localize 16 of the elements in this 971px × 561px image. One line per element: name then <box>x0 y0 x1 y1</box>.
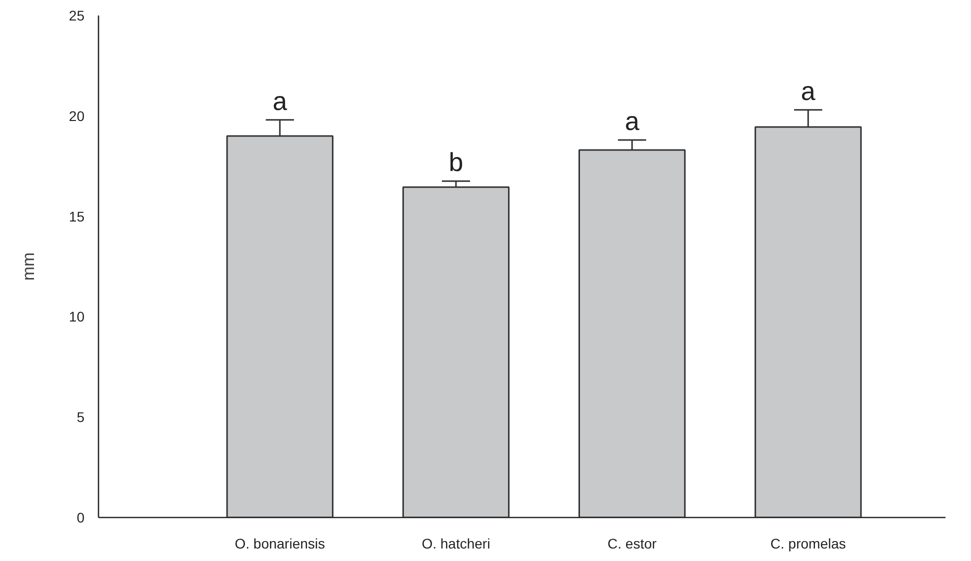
y-tick-label: 15 <box>68 208 85 224</box>
y-tick-label: 20 <box>68 108 85 124</box>
annotation: b <box>448 147 464 178</box>
bar <box>402 186 510 518</box>
annotation: a <box>800 76 816 106</box>
x-tick-label: O. bonariensis <box>234 536 326 552</box>
y-tick-label: 25 <box>68 8 85 24</box>
y-axis-title: mm <box>18 252 38 281</box>
x-tick-label: C. promelas <box>770 536 846 552</box>
y-tick-label: 0 <box>76 510 85 526</box>
annotation: a <box>272 86 288 116</box>
annotation: a <box>624 106 640 136</box>
y-tick-label: 5 <box>76 409 85 426</box>
x-tick-label: C. estor <box>608 536 657 552</box>
x-tick-label: O. hatcheri <box>422 536 490 552</box>
y-tick-label: 10 <box>68 308 85 325</box>
